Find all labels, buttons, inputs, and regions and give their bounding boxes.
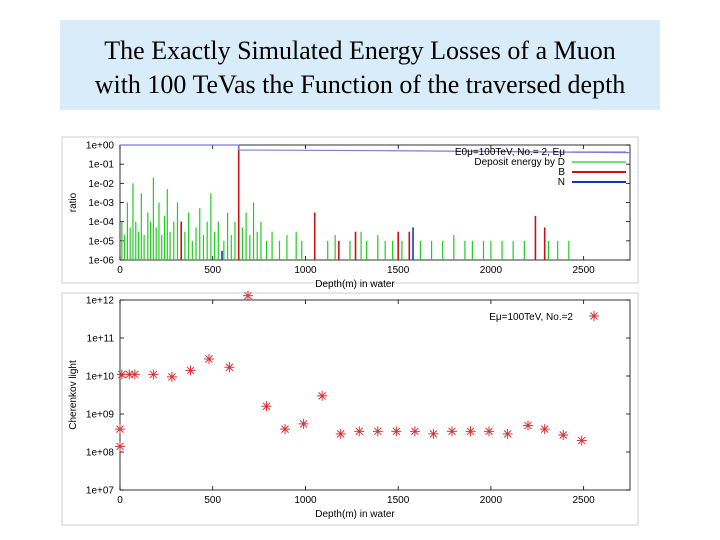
scatter-point	[484, 426, 495, 437]
scatter-point	[335, 428, 346, 439]
legend-bottom: Eμ=100TeV, No.=2	[489, 311, 599, 323]
legend-label: Deposit energy by D	[474, 157, 565, 168]
scatter-point	[261, 401, 272, 412]
chart-panel-2: 1e+07 1e+08 1e+09 1e+10 1e+11 1e+12 0 500 1000 15…	[61, 290, 639, 526]
y-tick-label: 1e-06	[88, 256, 114, 267]
scatter-point	[148, 369, 159, 380]
x-tick-label: 1500	[387, 495, 410, 506]
legend-label: B	[558, 167, 565, 178]
x-tick-label: 2500	[573, 495, 596, 506]
x-tick-label: 1500	[387, 265, 410, 276]
y-tick-label: 1e-03	[88, 198, 114, 209]
scatter-point	[166, 371, 177, 382]
scatter-point	[465, 426, 476, 437]
scatter-point	[280, 424, 291, 435]
scatter-point	[523, 420, 533, 431]
chart-panel-1: 1e-06 1e-05 1e-04 1e-03 1e-02 1e-01 1e+00 0 500 1…	[61, 136, 639, 290]
x-axis-label: Depth(m) in water	[315, 509, 395, 520]
scatter-point	[129, 369, 140, 380]
chart-frame-2	[61, 292, 639, 526]
y-tick-label: 1e+10	[86, 372, 115, 383]
scatter-point	[224, 362, 235, 373]
scatter-point	[185, 365, 196, 376]
scatter-point	[446, 426, 457, 437]
scatter-point	[298, 418, 309, 429]
scatter-point	[115, 424, 125, 435]
scatter-point	[115, 441, 125, 452]
y-tick-label: 1e+12	[86, 296, 115, 307]
scatter-point	[372, 426, 383, 437]
scatter-point	[428, 428, 439, 439]
scatter-point	[354, 426, 365, 437]
x-tick-label: 1000	[294, 265, 317, 276]
y-tick-label: 1e+11	[87, 334, 115, 345]
x-tick-label: 1000	[294, 495, 317, 506]
x-tick-label: 2000	[480, 495, 503, 506]
y-tick-label: 1e+07	[86, 486, 115, 497]
y-axis-label: ratio	[68, 192, 79, 212]
legend-marker	[589, 311, 599, 321]
y-tick-label: 1e+00	[86, 141, 115, 152]
legend-label: N	[558, 177, 565, 188]
y-tick-label: 1e+09	[86, 410, 115, 421]
y-axis-label: Cherenkov light	[68, 360, 79, 430]
chart-frame-1	[61, 136, 639, 284]
y-tick-label: 1e-02	[88, 179, 114, 190]
scatter-point	[204, 354, 215, 365]
scatter-point	[539, 424, 550, 435]
scatter-point	[558, 430, 569, 441]
y-tick-label: 1e-04	[88, 217, 114, 228]
scatter-point	[242, 290, 253, 301]
scatter-point	[124, 369, 135, 380]
slide-title-line-1: The Exactly Simulated Energy Losses of a…	[104, 36, 616, 65]
scatter-point	[502, 428, 513, 439]
scatter-point	[391, 426, 402, 437]
x-tick-label: 0	[117, 265, 123, 276]
y-tick-label: 1e+08	[86, 448, 115, 459]
plot-area-2	[119, 299, 631, 491]
x-tick-label: 2500	[573, 265, 596, 276]
y-tick-label: 1e-01	[88, 160, 114, 171]
x-tick-label: 2000	[480, 265, 503, 276]
y-tick-label: 1e-05	[88, 236, 114, 247]
scatter-point	[576, 435, 587, 446]
slide-title: The Exactly Simulated Energy Losses of a…	[60, 20, 660, 110]
x-tick-label: 500	[204, 495, 221, 506]
scatter-point	[409, 426, 420, 437]
legend-label: E0μ=100TeV, No.= 2, Eμ	[455, 147, 565, 158]
legend-label: Eμ=100TeV, No.=2	[489, 312, 573, 323]
scatter-point	[317, 390, 328, 401]
slide-title-line-2: with 100 TeVas the Function of the trave…	[94, 70, 626, 99]
x-tick-label: 0	[117, 495, 123, 506]
x-axis-label: Depth(m) in water	[315, 279, 395, 290]
x-tick-label: 500	[204, 265, 221, 276]
